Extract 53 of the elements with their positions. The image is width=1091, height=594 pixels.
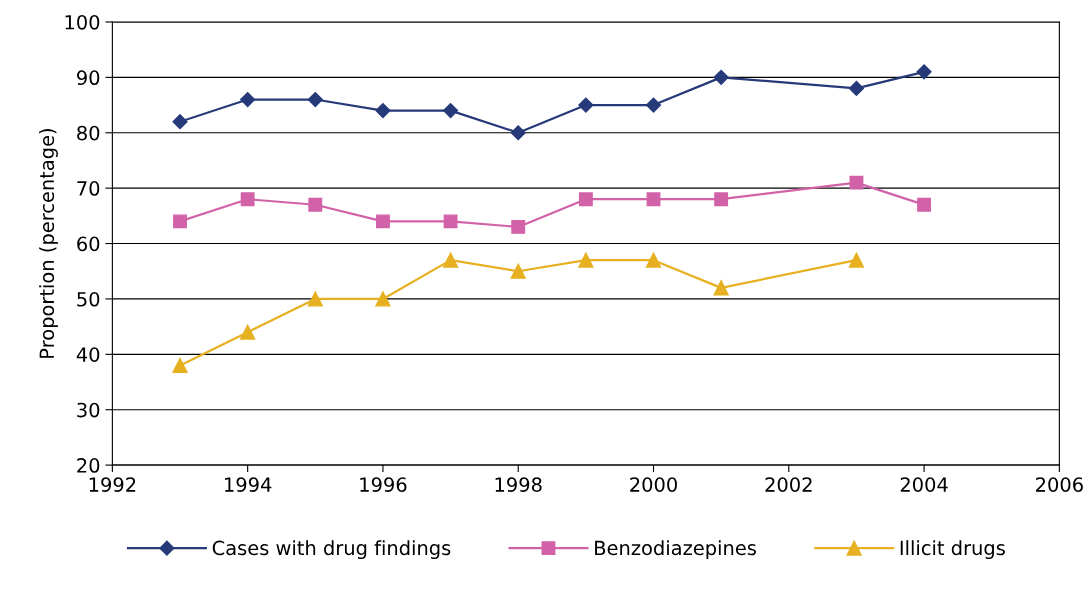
point [240, 324, 256, 340]
point [578, 192, 593, 207]
point [916, 64, 932, 80]
y-tick-label: 70 [77, 181, 100, 196]
point [511, 219, 526, 234]
point [240, 192, 255, 207]
y-axis-title: Proportion (percentage) [39, 129, 58, 358]
point [307, 91, 323, 108]
y-tick-label: 90 [77, 70, 100, 86]
point [375, 291, 391, 307]
y-tick-label: 30 [77, 402, 100, 418]
point [240, 91, 256, 108]
point [442, 252, 459, 268]
y-tick-label: 60 [77, 236, 100, 252]
point [172, 114, 188, 130]
point [443, 103, 459, 119]
point [172, 357, 188, 374]
point [645, 97, 662, 113]
point [510, 125, 526, 141]
point [848, 80, 865, 97]
point [713, 280, 729, 296]
point [375, 214, 390, 229]
point [307, 291, 323, 307]
x-tick-label: 1996 [360, 477, 407, 492]
x-tick-label: 1992 [89, 477, 136, 492]
point [173, 214, 187, 229]
point [578, 252, 594, 268]
x-tick-label: 1998 [495, 477, 542, 492]
y-tick-label: 80 [77, 125, 100, 141]
x-tick-label: 2006 [1036, 477, 1083, 492]
x-tick-label: 2002 [765, 477, 812, 492]
point [578, 97, 594, 113]
y-tick-label: 20 [77, 458, 100, 473]
point [646, 192, 661, 207]
point [443, 214, 458, 229]
point [375, 103, 391, 119]
y-tick-label: 100 [65, 14, 100, 30]
x-tick-label: 1994 [225, 477, 272, 492]
point [713, 69, 729, 85]
y-tick-label: 50 [77, 291, 100, 307]
legend-label: Illicit drugs [900, 540, 1005, 560]
y-tick-label: 40 [76, 347, 100, 362]
point [848, 252, 865, 268]
legend-label: Benzodiazepines [595, 540, 756, 560]
point [645, 252, 662, 268]
legend-label: Cases with drug findings [212, 540, 451, 560]
point [714, 192, 729, 207]
point [849, 175, 864, 190]
point [510, 263, 526, 279]
x-tick-label: 2000 [630, 477, 677, 492]
point [308, 197, 323, 212]
x-tick-label: 2004 [900, 477, 948, 492]
point [917, 197, 932, 212]
